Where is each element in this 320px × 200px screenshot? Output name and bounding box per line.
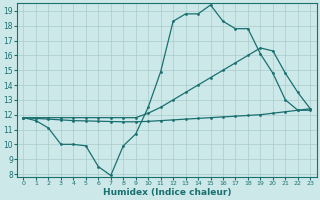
X-axis label: Humidex (Indice chaleur): Humidex (Indice chaleur): [103, 188, 231, 197]
